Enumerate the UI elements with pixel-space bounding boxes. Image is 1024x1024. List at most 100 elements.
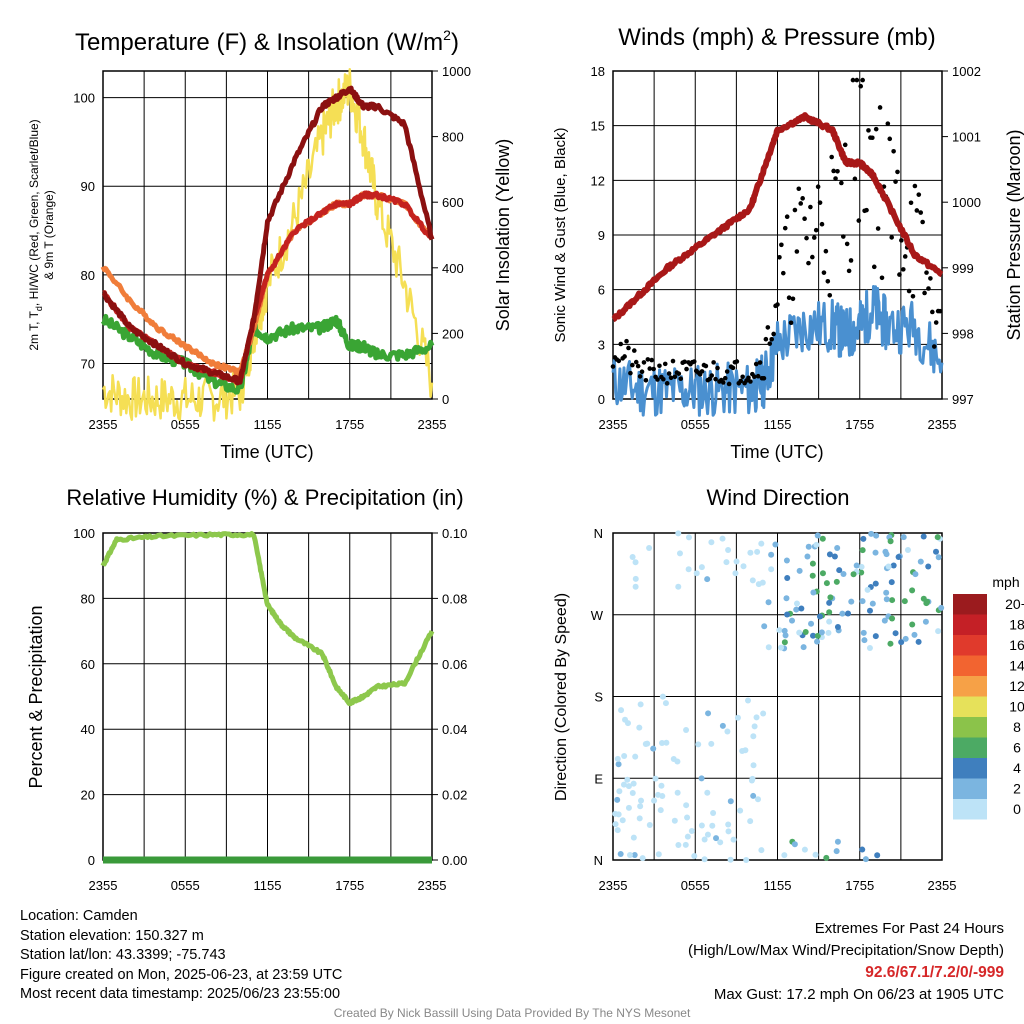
direction-point (612, 810, 619, 817)
gust-point (746, 375, 751, 381)
gust-point (842, 142, 848, 148)
temp-x-tick-label: 2355 (418, 417, 447, 432)
direction-point (920, 533, 927, 540)
direction-point (840, 571, 847, 578)
direction-point (935, 554, 942, 561)
gust-point (635, 363, 641, 369)
gust-point (870, 135, 875, 141)
direction-point (725, 828, 732, 835)
gust-point (751, 374, 757, 380)
legend-label: 20+ (1005, 596, 1024, 612)
extremes-title: Extremes For Past 24 Hours (814, 920, 1004, 937)
direction-point (796, 567, 803, 574)
gust-point (866, 128, 871, 133)
rh-y-tick-label: 100 (73, 526, 95, 541)
gust-point (771, 331, 776, 337)
direction-point (810, 589, 817, 596)
direction-point (704, 789, 711, 796)
gust-point (902, 254, 908, 259)
rh-x-tick-label: 2355 (418, 878, 447, 893)
gust-point (628, 370, 633, 376)
temp-y2-tick-label: 400 (442, 261, 464, 276)
direction-point (705, 710, 712, 717)
direction-point (872, 633, 879, 640)
temp-x-tick-label: 1155 (254, 417, 282, 432)
direction-point (798, 605, 805, 612)
direction-point (866, 607, 873, 614)
direction-point (698, 822, 705, 829)
gust-point (643, 378, 649, 383)
direction-point (883, 589, 890, 596)
gust-point (864, 207, 869, 213)
rh-y-tick-label: 20 (81, 788, 95, 803)
direction-point (734, 714, 741, 721)
direction-point (898, 639, 905, 646)
direction-point (809, 572, 816, 579)
direction-point (791, 841, 798, 848)
direction-point (646, 822, 653, 829)
direction-point (900, 534, 907, 541)
direction-point (693, 570, 700, 577)
gust-point (753, 361, 759, 367)
gust-point (781, 270, 786, 276)
direction-point (745, 697, 752, 704)
temp-x-axis-label: Time (UTC) (220, 442, 313, 462)
direction-point (800, 644, 807, 651)
direction-point (662, 700, 669, 707)
direction-point (889, 615, 896, 622)
gust-point (622, 354, 627, 359)
gust-point (844, 241, 850, 247)
gust-point (761, 375, 767, 381)
legend-swatch (953, 635, 987, 656)
direction-point (675, 842, 682, 849)
max-gust-text: Max Gust: 17.2 mph On 06/23 at 1905 UTC (713, 986, 1004, 1003)
direction-point (823, 854, 830, 861)
gust-point (910, 293, 916, 299)
legend-label: 12 (1009, 678, 1024, 694)
station-info: Location: Camden Station elevation: 150.… (20, 907, 342, 1005)
gust-point (651, 366, 656, 372)
wind-x-tick-label: 1155 (764, 417, 792, 432)
gust-point (668, 375, 674, 381)
direction-point (812, 851, 819, 858)
direction-point (674, 789, 681, 796)
direction-point (915, 638, 922, 645)
direction-point (675, 583, 682, 590)
direction-point (698, 775, 705, 782)
direction-point (636, 815, 643, 822)
direction-point (859, 846, 866, 853)
recent-text: Most recent data timestamp: 2025/06/23 2… (20, 986, 341, 1002)
gust-point (767, 341, 773, 346)
direction-point (826, 599, 833, 606)
gust-point (715, 365, 720, 371)
temp-y-tick-label: 100 (73, 91, 95, 106)
direction-point (759, 579, 766, 586)
wind-x-tick-label: 1755 (845, 417, 874, 432)
direction-point (909, 621, 916, 628)
legend-label: 18 (1009, 617, 1024, 633)
direction-point (845, 610, 852, 617)
gust-point (763, 336, 769, 342)
direction-point (618, 707, 625, 714)
gust-point (682, 359, 687, 365)
gust-point (618, 341, 624, 347)
direction-point (869, 600, 876, 607)
direction-point (816, 613, 823, 620)
direction-point (864, 586, 871, 593)
legend-swatch (953, 737, 987, 758)
gust-point (810, 254, 815, 260)
direction-point (691, 853, 698, 860)
direction-point (663, 739, 670, 746)
rh-x-tick-label: 1155 (254, 878, 282, 893)
gust-point (748, 379, 753, 384)
direction-point (637, 701, 644, 708)
direction-point (917, 558, 924, 565)
direction-point (860, 629, 867, 636)
direction-point (783, 595, 790, 602)
direction-point (754, 548, 761, 555)
dir-x-tick-label: 2355 (928, 878, 957, 893)
direction-point (743, 856, 750, 863)
direction-point (901, 598, 908, 605)
direction-point (644, 740, 651, 747)
gust-point (666, 371, 672, 376)
